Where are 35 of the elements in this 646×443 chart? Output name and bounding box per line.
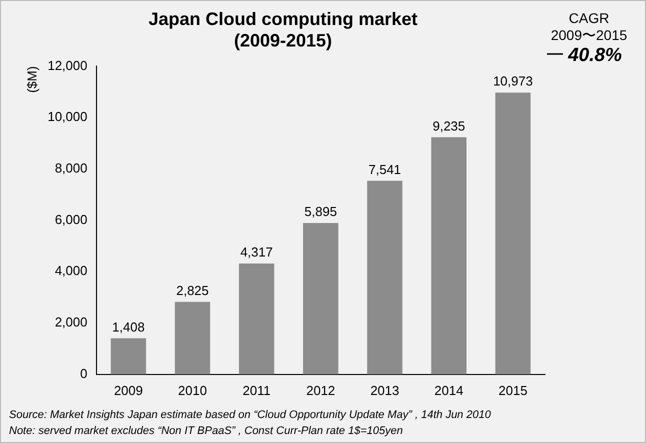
y-tick-label: 12,000 <box>48 58 88 73</box>
bar <box>110 338 146 374</box>
y-axis-title: ($M) <box>24 66 40 93</box>
bar <box>367 180 402 374</box>
data-label: 7,541 <box>368 162 402 177</box>
bar <box>238 264 274 374</box>
y-tick-label: 10,000 <box>48 109 88 124</box>
y-tick-label: 8,000 <box>54 160 88 176</box>
bar <box>303 222 338 374</box>
data-label: 1,408 <box>112 319 145 334</box>
text: CAGR <box>568 10 610 26</box>
source-note: Source: Market Insights Japan estimate based on “Cloud Opportunity Update May” , 14th Jun 2010 <box>9 409 492 421</box>
data-label: 5,895 <box>304 204 337 220</box>
bar <box>431 137 466 374</box>
text: 2009〜2015 <box>550 27 628 43</box>
bar <box>174 302 210 374</box>
x-tick-label: 2014 <box>434 382 464 398</box>
x-tick-label: 2012 <box>306 382 336 398</box>
text: 40.8% <box>567 45 622 66</box>
x-tick-label: 2010 <box>178 382 207 398</box>
data-label: 2,825 <box>176 282 209 298</box>
y-tick-label: 0 <box>80 366 88 381</box>
x-tick-label: 2013 <box>370 382 400 398</box>
x-tick-label: 2015 <box>498 382 528 398</box>
x-tick-label: 2011 <box>242 382 271 398</box>
data-label: 9,235 <box>432 118 466 134</box>
x-tick-label: 2009 <box>114 382 143 398</box>
data-label: 4,317 <box>240 244 273 260</box>
bar <box>495 92 531 374</box>
y-tick-label: 4,000 <box>54 263 88 278</box>
text: Note: served market excludes “Non IT BPaaS” , Const Curr-Plan rate 1$=105yen <box>9 425 403 437</box>
data-label: 10,973 <box>493 74 533 89</box>
chart-title: Japan Cloud computing market (2009-2015) <box>148 8 418 50</box>
y-tick-label: 2,000 <box>54 314 88 330</box>
y-tick-label: 6,000 <box>54 212 88 227</box>
